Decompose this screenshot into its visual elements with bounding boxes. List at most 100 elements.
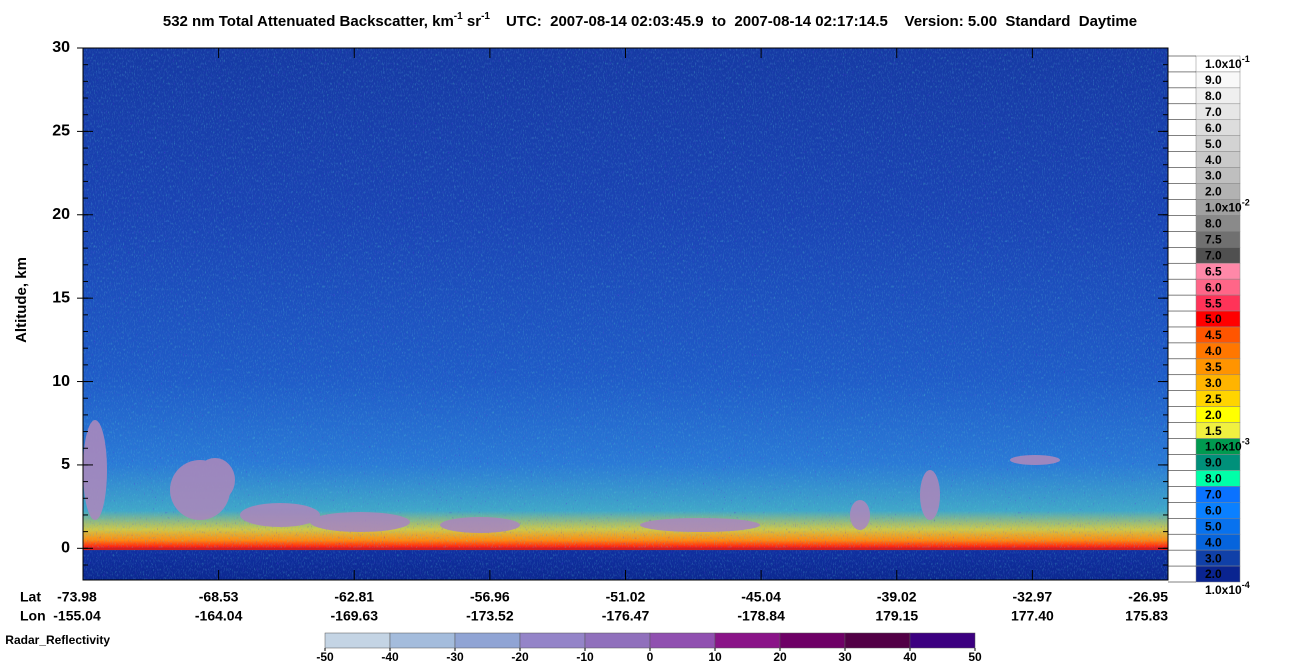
x-tick-label: -155.04 [53, 608, 101, 624]
radar-colorbar-tick-label: -40 [381, 650, 399, 664]
y-tick-label: 10 [52, 373, 70, 390]
x-tick-label: -173.52 [466, 608, 514, 624]
x-tick-label: 177.40 [1011, 608, 1054, 624]
colorbar-label: 1.0x10-4 [1205, 580, 1250, 597]
radar-clouds [83, 420, 1060, 533]
colorbar-label: 2.0 [1205, 567, 1222, 581]
title-text: sr [463, 13, 482, 30]
x-tick-label: -169.63 [331, 608, 379, 624]
colorbar-label: 7.0 [1205, 248, 1222, 262]
radar-colorbar-box [909, 632, 976, 649]
radar-colorbar-box [519, 632, 586, 649]
radar-colorbar-tick-label: -20 [511, 650, 529, 664]
colorbar-label: 8.0 [1205, 89, 1222, 103]
y-tick-label: 20 [52, 206, 70, 223]
x-row-name: Lat [20, 589, 41, 605]
radar-colorbar-tick-label: -10 [576, 650, 594, 664]
y-axis-label: Altitude, km [13, 257, 30, 343]
colorbar-label-base: 1.0x10 [1205, 440, 1242, 454]
x-tick-label: -178.84 [737, 608, 785, 624]
title-text: 532 nm Total Attenuated Backscatter, km [163, 13, 454, 30]
radar-colorbar-box [779, 632, 846, 649]
radar-colorbar-tick-label: 0 [647, 650, 654, 664]
colorbar-label-base: 1.0x10 [1205, 57, 1242, 71]
y-tick-label: 5 [61, 456, 70, 473]
x-tick-label: 179.15 [875, 608, 918, 624]
x-row-name: Lon [20, 608, 46, 624]
y-tick-label: 15 [52, 289, 70, 306]
colorbar-label: 7.0 [1205, 105, 1222, 119]
radar-colorbar-tick-label: 50 [968, 650, 982, 664]
colorbar-label-base: 1.0x10 [1205, 583, 1242, 597]
colorbar-label: 6.0 [1205, 503, 1222, 517]
colorbar-label: 1.5 [1205, 424, 1222, 438]
colorbar-label: 4.0 [1205, 344, 1222, 358]
colorbar-label: 6.0 [1205, 280, 1222, 294]
radar-colorbar-box [454, 632, 521, 649]
x-tick-label: 175.83 [1125, 608, 1168, 624]
y-tick-label: 30 [52, 39, 70, 56]
title-info: UTC: 2007-08-14 02:03:45.9 to 2007-08-14… [506, 13, 1137, 30]
x-tick-label: -51.02 [606, 589, 646, 605]
title-sup: -1 [454, 11, 463, 22]
radar-colorbar-box [844, 632, 911, 649]
radar-colorbar-tick-label: -50 [316, 650, 334, 664]
colorbar-label: 7.0 [1205, 488, 1222, 502]
colorbar-label: 3.5 [1205, 360, 1222, 374]
colorbar-label-exp: -1 [1242, 54, 1250, 64]
y-tick-label: 25 [52, 123, 70, 140]
colorbar-label: 5.5 [1205, 296, 1222, 310]
colorbar-label: 1.0x10-3 [1205, 437, 1250, 454]
x-tick-label: -45.04 [741, 589, 781, 605]
colorbar-box [1195, 565, 1241, 583]
colorbar-label: 3.0 [1205, 376, 1222, 390]
colorbar-label: 6.0 [1205, 121, 1222, 135]
colorbar-label: 5.0 [1205, 312, 1222, 326]
x-tick-label: -26.95 [1128, 589, 1168, 605]
colorbar-label: 1.0x10-1 [1205, 54, 1250, 71]
x-tick-label: -68.53 [199, 589, 239, 605]
colorbar-label-base: 1.0x10 [1205, 201, 1242, 215]
radar-colorbar-tick-label: -30 [446, 650, 464, 664]
colorbar-label: 2.0 [1205, 185, 1222, 199]
radar-colorbar-tick-label: 40 [903, 650, 917, 664]
x-tick-label: -56.96 [470, 589, 510, 605]
colorbar-label: 8.0 [1205, 217, 1222, 231]
colorbar-label: 5.0 [1205, 519, 1222, 533]
colorbar-label: 4.0 [1205, 153, 1222, 167]
colorbar-label: 6.5 [1205, 264, 1222, 278]
radar-colorbar-tick-label: 20 [773, 650, 787, 664]
radar-colorbar-label: Radar_Reflectivity [5, 633, 110, 647]
backscatter-speckle [83, 48, 1168, 580]
colorbar-label-exp: -4 [1242, 580, 1250, 590]
colorbar-label-exp: -3 [1242, 437, 1250, 447]
radar-colorbar-box [714, 632, 781, 649]
plot-area [82, 47, 1169, 581]
radar-colorbar-box [649, 632, 716, 649]
chart-title: 532 nm Total Attenuated Backscatter, km-… [163, 11, 1137, 30]
radar-colorbar-tick-label: 30 [838, 650, 852, 664]
title-sup: -1 [481, 11, 490, 22]
colorbar-label: 3.0 [1205, 551, 1222, 565]
colorbar-label: 2.0 [1205, 408, 1222, 422]
x-tick-label: -176.47 [602, 608, 650, 624]
x-tick-label: -62.81 [334, 589, 374, 605]
colorbar-label: 4.0 [1205, 535, 1222, 549]
colorbar-label: 8.0 [1205, 472, 1222, 486]
colorbar-label: 9.0 [1205, 456, 1222, 470]
x-tick-label: -32.97 [1013, 589, 1053, 605]
x-tick-label: -39.02 [877, 589, 917, 605]
radar-colorbar-box [389, 632, 456, 649]
colorbar-label: 2.5 [1205, 392, 1222, 406]
x-tick-label: -164.04 [195, 608, 243, 624]
radar-colorbar-tick-label: 10 [708, 650, 722, 664]
x-tick-label: -73.98 [57, 589, 97, 605]
colorbar-label: 4.5 [1205, 328, 1222, 342]
colorbar-label-exp: -2 [1242, 198, 1250, 208]
radar-colorbar-box [584, 632, 651, 649]
colorbar-label: 9.0 [1205, 73, 1222, 87]
colorbar-label: 3.0 [1205, 169, 1222, 183]
colorbar-label: 1.0x10-2 [1205, 198, 1250, 215]
y-tick-label: 0 [61, 540, 70, 557]
